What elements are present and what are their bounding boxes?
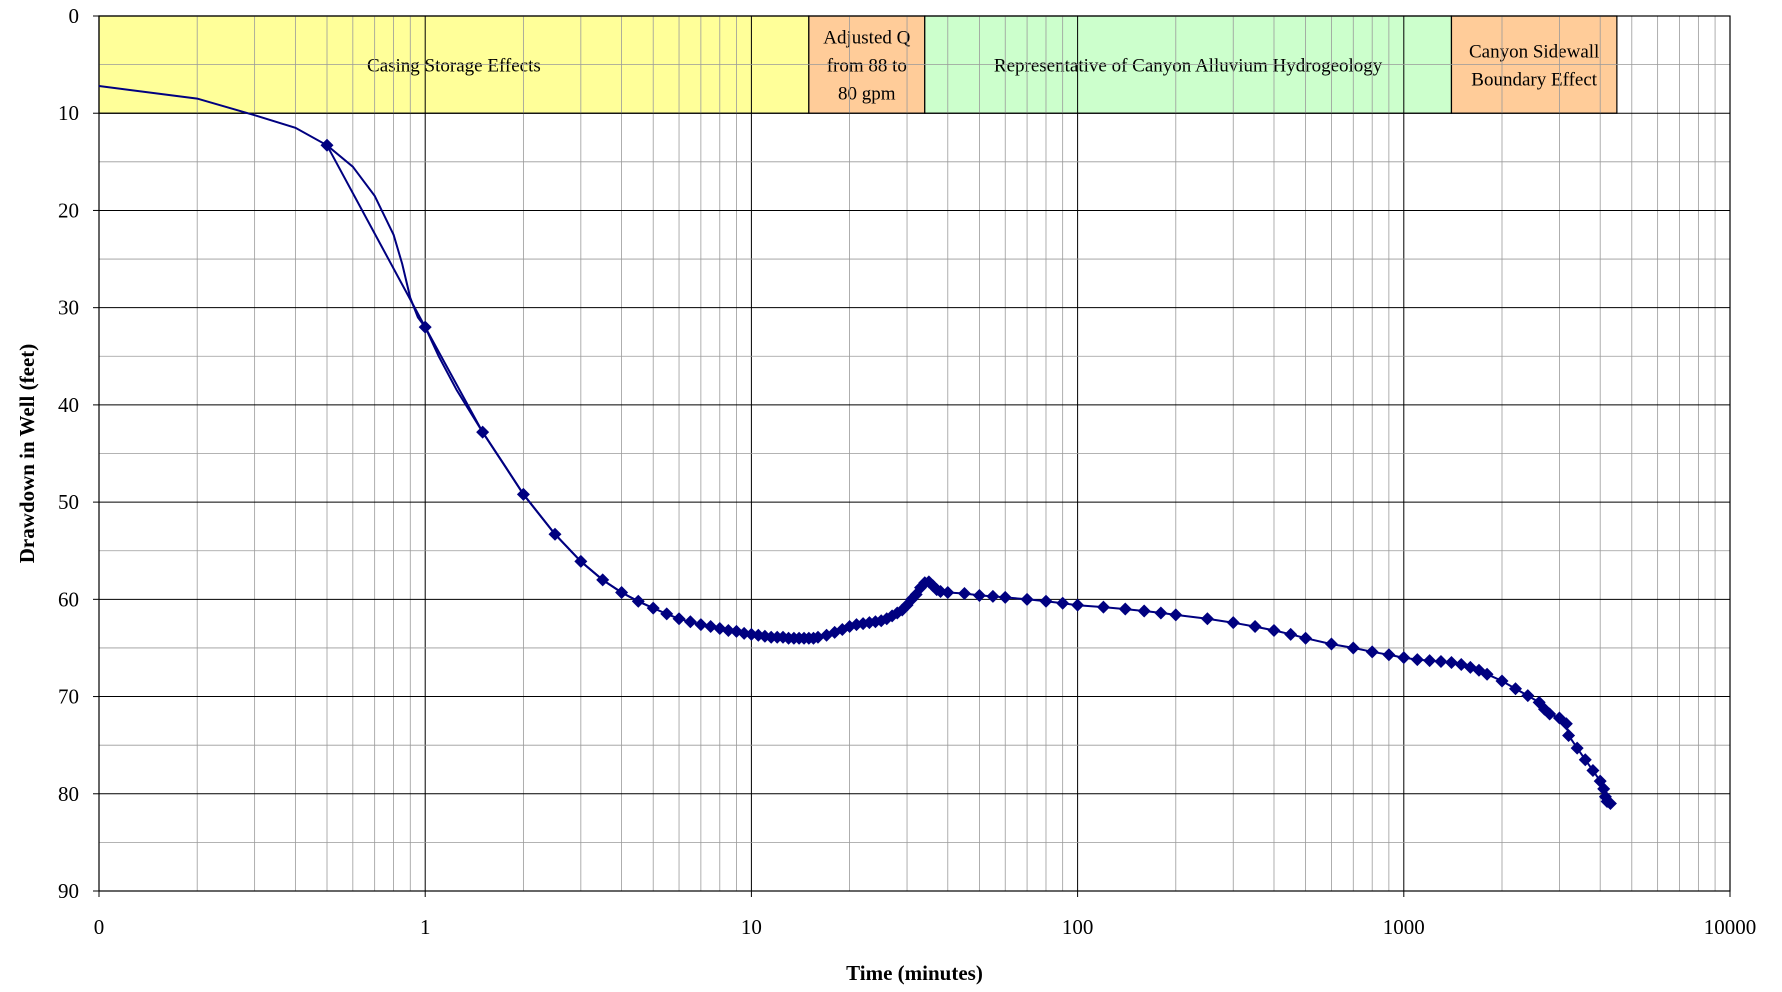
data-point	[1521, 689, 1535, 703]
data-point	[1071, 598, 1085, 612]
data-point	[1324, 637, 1338, 651]
data-point	[998, 590, 1012, 604]
data-point	[811, 630, 825, 644]
y-tick-labels: 0 10 20 30 40 50 60 70 80 90	[58, 4, 99, 903]
y-tick-label: 10	[58, 101, 79, 125]
data-point	[1480, 667, 1494, 681]
data-point	[574, 554, 588, 568]
y-tick-label: 40	[58, 393, 79, 417]
drawdown-curve-early	[98, 85, 654, 610]
data-point	[941, 586, 955, 600]
zone-label: Representative of Canyon Alluvium Hydrog…	[994, 56, 1383, 77]
x-tick-label: 100	[1062, 915, 1094, 939]
data-point	[516, 487, 530, 501]
y-tick-label: 0	[69, 4, 80, 28]
data-point	[1559, 717, 1573, 731]
zone-label: 80 gpm	[838, 84, 896, 105]
zone-label: Boundary Effect	[1471, 70, 1597, 91]
data-point	[1562, 728, 1576, 742]
x-tick-labels: 0 1 10 100 1000 10000	[94, 891, 1757, 939]
plot-frame	[98, 15, 1731, 892]
data-point	[713, 622, 727, 635]
y-tick-label: 20	[58, 198, 79, 222]
data-point	[596, 573, 610, 587]
data-point	[1056, 596, 1070, 610]
grid-lines	[99, 16, 1730, 891]
data-point	[660, 607, 674, 621]
y-tick-label: 70	[58, 685, 79, 709]
zone-label: Adjusted Q	[823, 28, 910, 49]
data-point	[1118, 602, 1132, 616]
data-point	[1137, 604, 1151, 618]
data-point	[1397, 651, 1411, 665]
data-point	[631, 594, 645, 608]
y-tick-label: 30	[58, 296, 79, 320]
data-point	[1543, 707, 1557, 721]
data-point	[1284, 627, 1298, 641]
data-point	[320, 138, 334, 152]
data-point	[672, 612, 686, 626]
x-tick-label: 1000	[1383, 915, 1425, 939]
data-point	[1578, 753, 1592, 767]
drawdown-series	[98, 85, 1617, 810]
x-tick-label: 1	[420, 915, 431, 939]
data-point	[476, 425, 490, 439]
data-point	[1169, 608, 1183, 622]
data-point	[1495, 674, 1509, 688]
data-point	[1039, 594, 1053, 608]
data-point	[721, 623, 735, 637]
data-point	[986, 589, 1000, 603]
zone-label: Casing Storage Effects	[367, 56, 541, 77]
y-tick-label: 80	[58, 782, 79, 806]
data-point	[694, 618, 708, 632]
data-point	[1154, 606, 1168, 620]
data-point	[1299, 631, 1313, 645]
data-point	[704, 620, 718, 634]
data-point	[1423, 654, 1437, 668]
x-tick-label: 10	[741, 915, 762, 939]
data-point	[1346, 641, 1360, 655]
y-axis-title: Drawdown in Well (feet)	[15, 344, 39, 564]
data-point	[646, 601, 660, 615]
data-point	[1444, 656, 1458, 670]
y-tick-label: 90	[58, 879, 79, 903]
data-point	[1410, 653, 1424, 667]
x-axis-title: Time (minutes)	[846, 961, 983, 985]
zone-label: Canyon Sidewall	[1469, 42, 1599, 63]
data-point	[1570, 741, 1584, 755]
data-point	[1096, 600, 1110, 614]
x-tick-label: 0	[94, 915, 105, 939]
data-point	[972, 588, 986, 602]
x-tick-label: 10000	[1704, 915, 1757, 939]
data-point	[1200, 612, 1214, 626]
y-tick-label: 50	[58, 490, 79, 514]
data-point	[1248, 620, 1262, 634]
data-point	[418, 320, 432, 334]
zone-label: from 88 to	[827, 56, 907, 77]
data-point	[1586, 763, 1600, 777]
data-point	[1603, 797, 1617, 810]
drawdown-curve	[326, 144, 1611, 805]
data-point	[1508, 682, 1522, 696]
y-tick-label: 60	[58, 587, 79, 611]
data-point	[683, 615, 697, 629]
data-point	[1267, 623, 1281, 637]
data-point	[548, 527, 562, 541]
data-point	[1226, 616, 1240, 630]
data-point	[1434, 655, 1448, 669]
data-point	[957, 587, 971, 600]
data-point	[1020, 592, 1034, 606]
data-point	[1382, 648, 1396, 662]
data-point	[615, 586, 629, 600]
data-point	[1365, 645, 1379, 659]
